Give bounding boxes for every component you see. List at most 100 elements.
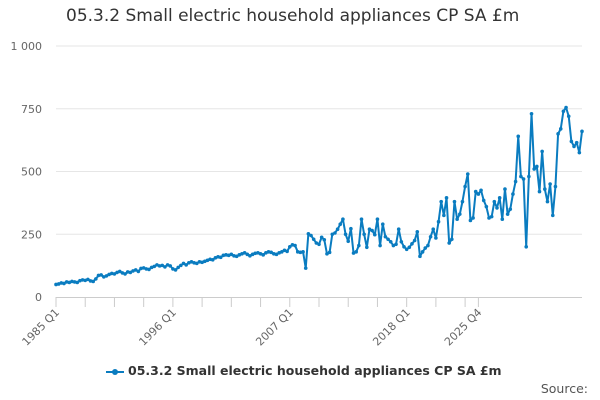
x-tick-label: 2025 Q4 bbox=[442, 306, 485, 349]
data-point bbox=[123, 272, 127, 276]
data-point bbox=[362, 232, 366, 237]
data-point bbox=[383, 234, 388, 239]
data-point bbox=[431, 227, 436, 232]
data-point bbox=[210, 258, 215, 262]
data-point bbox=[242, 251, 247, 255]
data-point bbox=[513, 179, 518, 184]
x-tick-label: 2007 Q1 bbox=[253, 306, 296, 349]
data-point bbox=[128, 270, 133, 275]
data-point bbox=[558, 127, 563, 131]
data-point bbox=[545, 199, 550, 204]
data-point bbox=[442, 213, 446, 218]
data-point bbox=[354, 250, 358, 254]
data-point bbox=[349, 226, 353, 231]
data-point bbox=[572, 144, 576, 149]
data-point bbox=[519, 174, 523, 179]
data-point bbox=[234, 254, 239, 259]
y-tick-label: 250 bbox=[21, 228, 42, 241]
data-point bbox=[540, 149, 544, 154]
legend[interactable]: 05.3.2 Small electric household applianc… bbox=[106, 363, 502, 378]
data-point bbox=[298, 250, 303, 255]
data-point bbox=[317, 242, 321, 247]
data-point bbox=[99, 273, 103, 277]
data-point bbox=[574, 140, 579, 145]
gridlines bbox=[56, 45, 582, 235]
chart-title: 05.3.2 Small electric household applianc… bbox=[66, 6, 520, 26]
data-point bbox=[564, 105, 568, 110]
y-tick-label: 1 000 bbox=[11, 40, 43, 53]
x-tick-label: 1996 Q1 bbox=[136, 306, 179, 349]
data-point bbox=[338, 222, 343, 227]
data-point bbox=[537, 189, 542, 194]
data-point bbox=[224, 253, 228, 257]
data-point bbox=[455, 217, 459, 221]
source-label: Source: bbox=[540, 381, 588, 396]
data-point bbox=[280, 250, 284, 254]
data-point bbox=[248, 254, 252, 258]
data-point bbox=[245, 252, 250, 257]
y-tick-label: 0 bbox=[35, 291, 42, 304]
data-point bbox=[197, 260, 202, 264]
data-point bbox=[452, 199, 457, 204]
data-point bbox=[285, 249, 289, 254]
data-point bbox=[465, 172, 470, 176]
data-point bbox=[274, 252, 279, 257]
data-point bbox=[412, 238, 417, 243]
data-point bbox=[147, 267, 151, 272]
data-point bbox=[468, 218, 473, 223]
data-point bbox=[139, 266, 143, 271]
data-point bbox=[117, 269, 122, 274]
data-point bbox=[370, 228, 374, 233]
data-point bbox=[396, 227, 401, 232]
data-point bbox=[535, 164, 539, 169]
data-point bbox=[497, 196, 502, 200]
data-point bbox=[489, 214, 494, 219]
data-point bbox=[473, 189, 478, 194]
data-point bbox=[553, 184, 558, 189]
data-point bbox=[426, 243, 430, 248]
data-point bbox=[404, 247, 409, 252]
data-point bbox=[447, 241, 451, 245]
data-point bbox=[59, 281, 64, 285]
data-point bbox=[144, 267, 149, 271]
data-point bbox=[556, 132, 560, 136]
y-tick-label: 500 bbox=[21, 166, 42, 179]
data-point bbox=[460, 199, 465, 204]
data-point bbox=[378, 243, 382, 248]
data-point bbox=[343, 232, 348, 237]
data-point bbox=[333, 231, 337, 235]
data-point bbox=[365, 245, 369, 250]
data-point bbox=[160, 263, 165, 268]
x-tick-label: 2018 Q1 bbox=[370, 306, 413, 349]
data-point bbox=[372, 232, 377, 237]
data-point bbox=[229, 252, 234, 257]
data-point bbox=[311, 237, 316, 242]
data-point bbox=[184, 263, 188, 267]
series-line bbox=[55, 106, 583, 286]
series-line-group bbox=[54, 105, 584, 287]
data-point bbox=[458, 212, 462, 216]
data-point bbox=[173, 268, 178, 272]
data-point bbox=[94, 277, 98, 281]
data-point bbox=[195, 261, 199, 266]
legend-label: 05.3.2 Small electric household applianc… bbox=[128, 363, 502, 378]
data-point bbox=[176, 265, 180, 270]
data-point bbox=[322, 237, 327, 242]
data-point bbox=[505, 212, 510, 216]
data-point bbox=[335, 227, 340, 232]
data-point bbox=[399, 239, 404, 244]
data-point bbox=[341, 217, 345, 221]
data-point bbox=[410, 241, 414, 246]
data-point bbox=[508, 207, 513, 211]
data-point bbox=[577, 150, 582, 155]
data-point bbox=[386, 237, 390, 242]
data-point bbox=[181, 261, 186, 266]
data-point bbox=[548, 182, 552, 186]
data-point bbox=[208, 257, 212, 262]
data-point bbox=[62, 281, 66, 286]
data-point bbox=[306, 231, 311, 236]
data-point bbox=[91, 279, 95, 284]
data-point bbox=[516, 134, 521, 139]
data-point bbox=[527, 174, 531, 179]
data-point bbox=[325, 252, 329, 256]
